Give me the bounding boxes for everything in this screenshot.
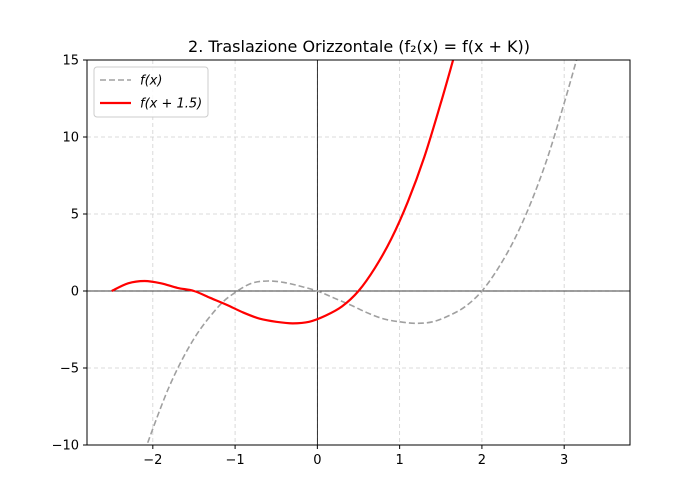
- legend: f(x) f(x + 1.5): [93, 66, 209, 118]
- legend-label-0: f(x): [140, 74, 162, 89]
- series-line-0: [146, 60, 578, 445]
- x-tick-label: 0: [313, 453, 321, 468]
- y-tick-label: 5: [71, 208, 79, 223]
- y-tick-label: −5: [60, 362, 79, 377]
- legend-label-1: f(x + 1.5): [140, 97, 202, 112]
- x-tick-label: 1: [395, 453, 403, 468]
- plot-frame: [86, 59, 631, 446]
- series-line-1: [111, 60, 455, 325]
- x-tick-label: 2: [478, 453, 486, 468]
- y-tick-label: −10: [52, 439, 79, 454]
- x-tick-label: 3: [560, 453, 568, 468]
- x-tick-label: −1: [226, 453, 245, 468]
- series-group: [111, 60, 578, 445]
- chart-title: 2. Traslazione Orizzontale (f₂(x) = f(x …: [188, 37, 530, 56]
- y-tick-label: 15: [62, 54, 79, 69]
- y-tick-label: 0: [71, 285, 79, 300]
- y-tick-label: 10: [62, 131, 79, 146]
- x-tick-label: −2: [143, 453, 162, 468]
